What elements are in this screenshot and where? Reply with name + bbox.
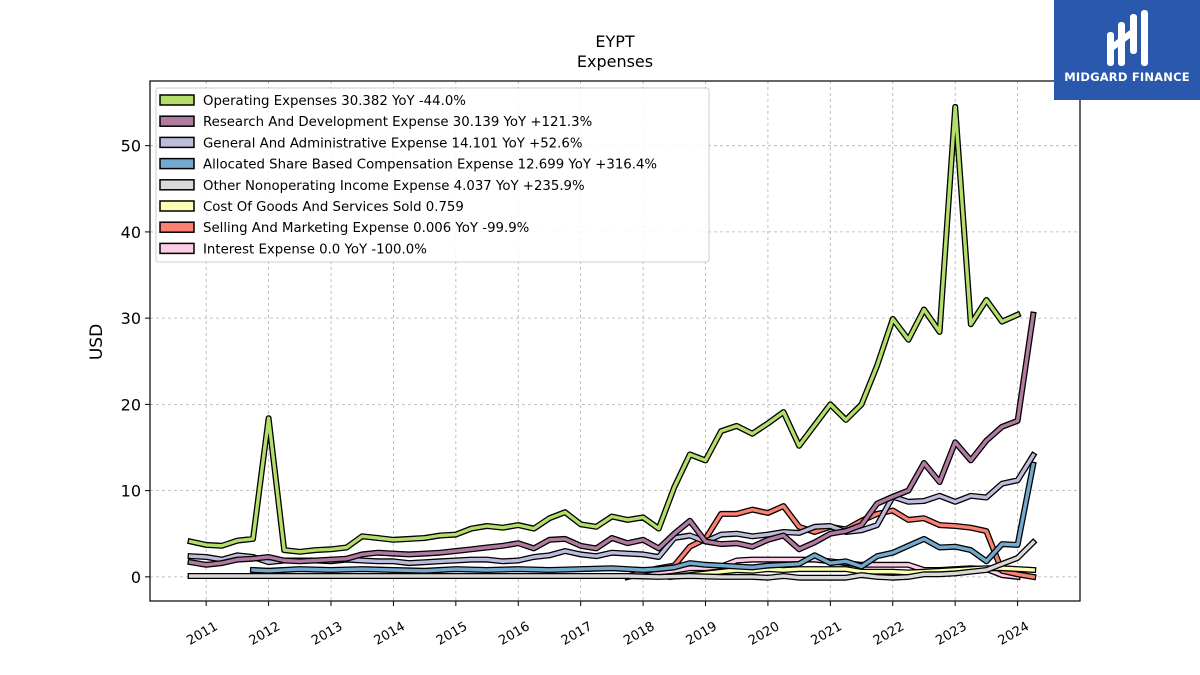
- x-tick-label: 2015: [434, 619, 470, 649]
- legend-swatch: [159, 200, 195, 212]
- x-tick-label: 2019: [684, 619, 720, 649]
- legend-swatch: [159, 115, 195, 127]
- logo-text: MIDGARD FINANCE: [1064, 70, 1190, 84]
- chart-title: EYPT: [595, 32, 635, 51]
- legend-entry: Selling And Marketing Expense 0.006 YoY …: [203, 221, 529, 236]
- series-lines: [187, 103, 1038, 581]
- y-tick-label: 50: [121, 137, 141, 156]
- legend-entry: Allocated Share Based Compensation Expen…: [203, 158, 657, 173]
- x-tick-label: 2012: [247, 619, 283, 649]
- legend-entry: Research And Development Expense 30.139 …: [203, 115, 592, 130]
- y-tick-label: 10: [121, 482, 141, 501]
- legend-entry: Other Nonoperating Income Expense 4.037 …: [203, 179, 585, 194]
- x-tick-label: 2021: [809, 619, 845, 649]
- x-tick-label: 2023: [933, 619, 969, 649]
- legend-entry: Operating Expenses 30.382 YoY -44.0%: [203, 94, 466, 109]
- y-tick-label: 20: [121, 395, 141, 414]
- chart-subtitle: Expenses: [577, 52, 653, 71]
- x-tick-label: 2014: [372, 619, 408, 649]
- legend-entry: Cost Of Goods And Services Sold 0.759: [203, 200, 464, 215]
- y-axis-label: USD: [87, 324, 107, 360]
- legend: Operating Expenses 30.382 YoY -44.0% Rese…: [155, 87, 710, 263]
- x-tick-label: 2022: [871, 619, 907, 649]
- series-line: [188, 539, 1036, 580]
- logo-mark-icon: [1107, 10, 1148, 66]
- legend-swatch: [159, 157, 195, 170]
- legend-entry: General And Administrative Expense 14.10…: [203, 136, 582, 151]
- legend-entry: Interest Expense 0.0 YoY -100.0%: [203, 242, 427, 257]
- series-line: [188, 105, 1020, 554]
- y-tick-label: 40: [121, 223, 141, 242]
- x-tick-label: 2020: [746, 619, 782, 649]
- plot-frame: [149, 80, 1081, 602]
- series-outline: [187, 311, 1037, 568]
- x-tick-label: 2017: [559, 619, 595, 649]
- legend-swatch: [159, 242, 195, 255]
- x-tick-label: 2013: [309, 619, 345, 649]
- x-tick-label: 2016: [496, 619, 532, 649]
- y-tick-label: 30: [121, 309, 141, 328]
- y-tick-label: 0: [131, 568, 141, 587]
- legend-swatch: [159, 136, 195, 149]
- x-tick-label: 2024: [996, 619, 1032, 649]
- series-line: [188, 312, 1036, 567]
- legend-swatch: [159, 94, 195, 106]
- x-tick-label: 2018: [621, 619, 657, 649]
- legend-swatch: [159, 179, 195, 191]
- legend-box: [155, 87, 710, 263]
- midgard-finance-logo: MIDGARD FINANCE: [1054, 0, 1200, 100]
- series-line: [251, 462, 1036, 573]
- x-tick-label: 2011: [184, 619, 220, 649]
- legend-swatch: [159, 221, 195, 233]
